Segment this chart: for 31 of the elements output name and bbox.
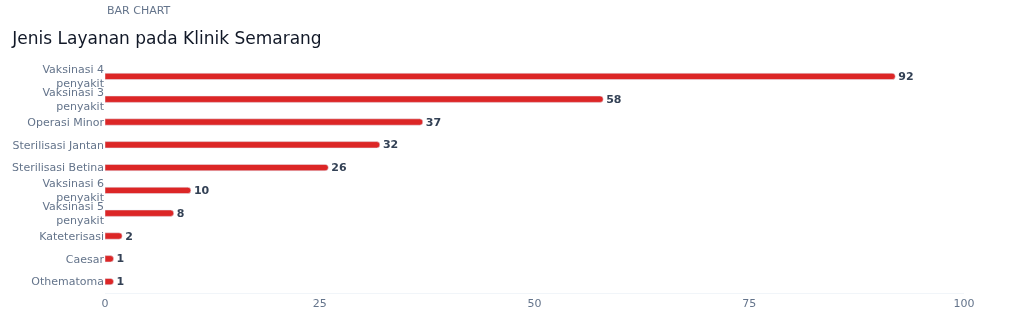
y-tick-label: Kateterisasi: [39, 229, 104, 243]
bar: [105, 232, 123, 240]
data-label: 8: [176, 206, 185, 220]
bar: [105, 141, 381, 149]
x-tick-label: 75: [742, 297, 757, 311]
data-label: 1: [116, 275, 125, 289]
data-label: 26: [331, 161, 347, 175]
data-label: 10: [193, 183, 210, 197]
chart-subtitle: BAR CHART: [107, 4, 171, 17]
data-label: 58: [606, 92, 622, 106]
bar: [105, 164, 329, 172]
chart-title: Jenis Layanan pada Klinik Semarang: [11, 28, 322, 49]
bar: [105, 186, 192, 194]
x-tick-label: 0: [101, 297, 109, 311]
y-tick-label: Sterilisasi Jantan: [12, 138, 105, 152]
y-tick-label: Caesar: [65, 252, 105, 266]
data-label: 32: [382, 138, 399, 152]
y-tick-label: Sterilisasi Betina: [12, 161, 104, 175]
bar: [105, 72, 896, 80]
data-label: 92: [898, 69, 914, 83]
y-tick-label: Operasi Minor: [27, 115, 105, 129]
x-tick-label: 50: [527, 297, 542, 311]
data-label: 37: [425, 115, 442, 129]
data-label: 1: [116, 252, 125, 266]
y-tick-label: Othematoma: [31, 275, 104, 289]
bar: [105, 209, 174, 217]
x-tick-label: 25: [312, 297, 327, 311]
data-label: 2: [125, 229, 133, 243]
bar: [105, 118, 424, 126]
x-tick-label: 100: [953, 297, 975, 311]
bar: [105, 95, 604, 103]
